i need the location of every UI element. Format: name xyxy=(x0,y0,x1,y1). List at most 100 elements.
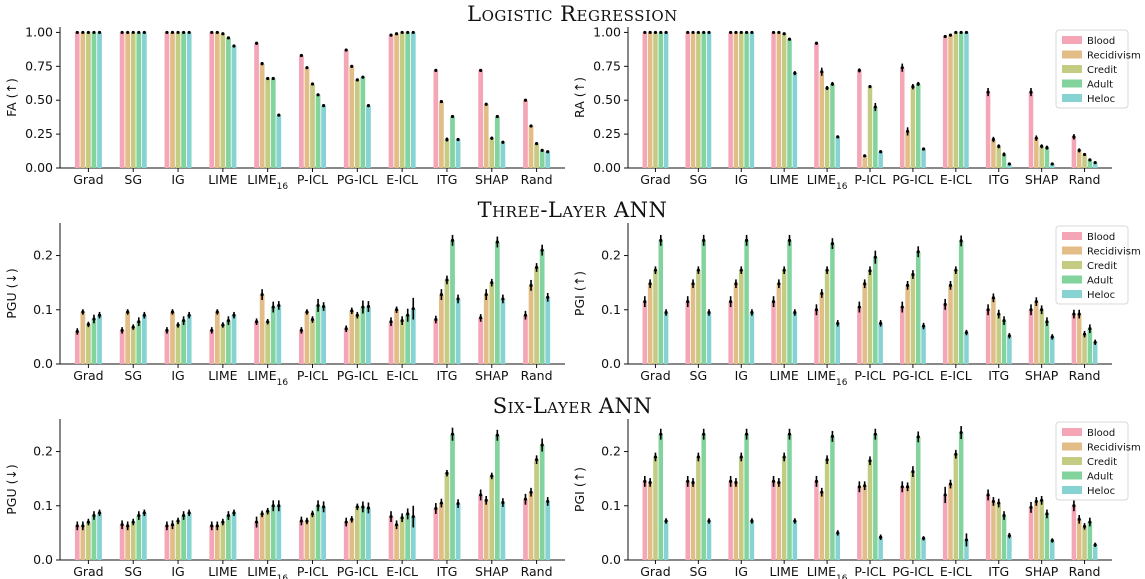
bar-credit-rand xyxy=(534,143,539,168)
point-marker xyxy=(445,137,449,142)
x-tick-label-grad: Grad xyxy=(640,368,670,383)
point-marker xyxy=(911,470,915,474)
bar-recidivism-lime xyxy=(214,525,220,560)
x-tick-label-pg-icl: PG-ICL xyxy=(892,368,933,383)
point-marker xyxy=(81,524,85,528)
bar-credit-lime xyxy=(220,522,226,560)
legend-swatch-adult xyxy=(1062,275,1082,284)
bar-recidivism-lime16 xyxy=(819,492,825,560)
point-marker xyxy=(868,85,872,89)
point-marker xyxy=(905,283,910,287)
bar-credit-e-icl xyxy=(953,454,959,560)
bar-credit-shap xyxy=(489,138,495,168)
bar-adult-pg-icl xyxy=(360,77,366,168)
bar-blood-sg xyxy=(685,32,690,168)
point-marker xyxy=(310,512,315,516)
point-marker xyxy=(1082,152,1087,157)
x-tick-label-ig: IG xyxy=(171,564,184,579)
legend-swatch-credit xyxy=(1062,65,1082,73)
point-marker xyxy=(176,30,180,35)
x-tick-label-e-icl: E-ICL xyxy=(940,368,972,383)
bar-credit-shap xyxy=(489,282,495,364)
point-marker xyxy=(361,75,365,79)
point-marker xyxy=(836,135,840,139)
legend-swatch-blood xyxy=(1062,428,1082,436)
point-marker xyxy=(310,317,315,322)
bar-heloc-itg xyxy=(455,139,461,168)
point-marker xyxy=(182,30,186,35)
bar-recidivism-pg-icl xyxy=(349,519,355,560)
bar-credit-ig xyxy=(739,270,744,364)
bar-credit-sg xyxy=(696,32,701,168)
point-marker xyxy=(316,504,320,508)
point-marker xyxy=(948,482,953,486)
bar-recidivism-p-icl xyxy=(862,485,867,560)
x-tick-label-sg: SG xyxy=(124,564,142,579)
bar-recidivism-rand xyxy=(1076,519,1082,560)
point-marker xyxy=(439,292,443,297)
x-tick-label-p-icl: P-ICL xyxy=(297,564,328,579)
bar-recidivism-lime xyxy=(214,32,220,168)
legend-label-blood: Blood xyxy=(1087,232,1115,243)
bar-recidivism-lime xyxy=(776,482,782,560)
chart-panel-3: 0.0 0.1 0.2 PGU (↓) Grad SG IG LIME LIME16 P-ICL P… xyxy=(4,223,565,388)
bar-blood-ig xyxy=(728,301,733,364)
point-marker xyxy=(707,519,711,523)
point-marker xyxy=(1040,498,1044,502)
bar-blood-itg xyxy=(433,70,439,168)
point-marker xyxy=(355,505,359,509)
bar-blood-ig xyxy=(164,525,170,560)
bar-credit-lime16 xyxy=(824,459,830,560)
bar-heloc-rand xyxy=(1092,162,1098,168)
y-tick-label: 0.0 xyxy=(33,356,53,371)
bar-heloc-ig xyxy=(749,520,755,560)
bar-credit-ig xyxy=(175,324,181,364)
bar-recidivism-itg xyxy=(991,501,996,560)
bar-adult-shap xyxy=(1044,147,1050,168)
point-marker xyxy=(643,30,647,35)
bar-recidivism-rand xyxy=(1076,150,1082,168)
bar-heloc-pg-icl xyxy=(366,306,371,364)
bar-recidivism-p-icl xyxy=(304,311,310,364)
legend: Blood Recidivism Credit Adult Heloc xyxy=(1055,29,1141,109)
point-marker xyxy=(664,30,668,35)
bar-blood-lime16 xyxy=(254,43,259,169)
point-marker xyxy=(857,305,861,309)
point-marker xyxy=(434,68,438,72)
point-marker xyxy=(131,30,135,35)
bar-credit-pg-icl xyxy=(910,274,916,364)
point-marker xyxy=(215,524,219,528)
bar-blood-lime16 xyxy=(254,522,259,560)
legend-label-heloc: Heloc xyxy=(1087,94,1115,105)
point-marker xyxy=(350,517,354,521)
y-tick-label: 0.1 xyxy=(33,302,53,317)
bar-heloc-ig xyxy=(749,32,755,168)
point-marker xyxy=(411,515,415,519)
x-tick-label-lime: LIME xyxy=(770,368,799,383)
point-marker xyxy=(456,297,460,301)
bar-adult-p-icl xyxy=(873,434,878,560)
bar-credit-p-icl xyxy=(310,513,315,560)
point-marker xyxy=(1093,543,1097,547)
bar-adult-lime xyxy=(226,37,231,168)
bar-adult-grad xyxy=(658,434,664,560)
bar-credit-itg xyxy=(996,146,1001,168)
bar-blood-lime xyxy=(209,330,215,364)
point-marker xyxy=(1007,533,1011,538)
bar-blood-rand xyxy=(1071,505,1077,560)
bar-blood-ig xyxy=(164,32,170,168)
point-marker xyxy=(729,479,733,483)
legend-swatch-adult xyxy=(1062,471,1082,480)
point-marker xyxy=(344,327,348,331)
point-marker xyxy=(943,493,947,497)
bar-recidivism-itg xyxy=(439,503,444,560)
point-marker xyxy=(643,479,647,483)
x-tick-label-e-icl: E-ICL xyxy=(386,564,418,579)
y-tick-label: 0.1 xyxy=(601,302,621,317)
x-tick-label-ig: IG xyxy=(171,172,184,187)
bar-heloc-lime xyxy=(792,312,798,364)
point-marker xyxy=(868,459,872,463)
bar-heloc-itg xyxy=(1007,535,1012,560)
y-axis-label: PGI (↑) xyxy=(572,271,587,316)
point-marker xyxy=(1045,146,1049,150)
